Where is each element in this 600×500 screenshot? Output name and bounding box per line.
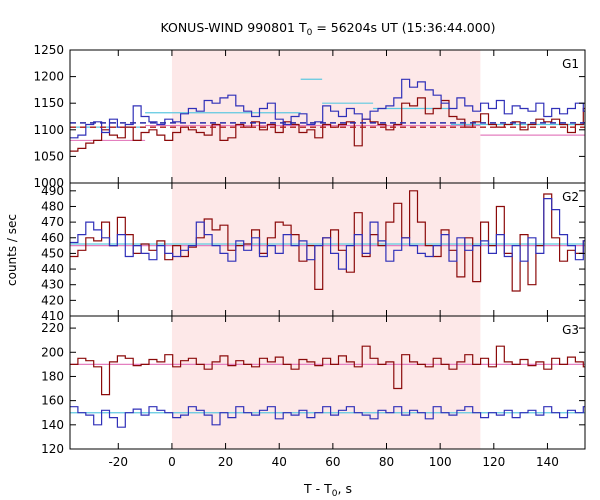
y-tick-label: 410 bbox=[41, 309, 64, 323]
series-line-blue bbox=[70, 406, 585, 428]
panel-content bbox=[70, 190, 585, 292]
y-tick-label: 430 bbox=[41, 278, 64, 292]
panels-group: 100010501100115012001250G141042043044045… bbox=[33, 43, 586, 469]
series-line-blue bbox=[70, 198, 585, 270]
chart-title: KONUS-WIND 990801 T0 = 56204s UT (15:36:… bbox=[160, 20, 495, 38]
y-tick-label: 160 bbox=[41, 394, 64, 408]
y-tick-label: 1000 bbox=[33, 176, 64, 190]
series-line-red bbox=[70, 97, 585, 152]
y-tick-label: 1100 bbox=[33, 123, 64, 137]
panel-content bbox=[70, 78, 585, 152]
y-tick-label: 1050 bbox=[33, 149, 64, 163]
panel-content bbox=[70, 345, 585, 428]
x-tick-label: 140 bbox=[536, 455, 559, 469]
y-tick-label: 440 bbox=[41, 262, 64, 276]
panel-frame bbox=[69, 315, 586, 450]
y-tick-label: 1200 bbox=[33, 70, 64, 84]
y-tick-label: 1150 bbox=[33, 96, 64, 110]
highlight-interval bbox=[171, 316, 481, 449]
y-tick-label: 140 bbox=[41, 418, 64, 432]
y-tick-label: 180 bbox=[41, 369, 64, 383]
y-tick-label: 480 bbox=[41, 199, 64, 213]
highlight-interval bbox=[171, 50, 481, 183]
panel-g3: 120 140 160 180 200 220 G3 bbox=[41, 315, 586, 456]
series-line-red bbox=[70, 345, 585, 396]
x-tick-label: 40 bbox=[272, 455, 287, 469]
x-tick-label: 80 bbox=[379, 455, 394, 469]
y-tick-label: 200 bbox=[41, 345, 64, 359]
panel-label: G1 bbox=[562, 57, 579, 71]
y-tick-label: 450 bbox=[41, 246, 64, 260]
highlight-interval bbox=[171, 183, 481, 316]
series-line-blue bbox=[70, 78, 585, 139]
y-tick-label: 120 bbox=[41, 442, 64, 456]
x-tick-label: 120 bbox=[482, 455, 505, 469]
y-tick-label: 490 bbox=[41, 184, 64, 198]
x-tick-label: 0 bbox=[168, 455, 176, 469]
y-tick-label: 470 bbox=[41, 215, 64, 229]
panel-label: G3 bbox=[562, 323, 579, 337]
y-tick-label: 460 bbox=[41, 231, 64, 245]
x-tick-label: 100 bbox=[429, 455, 452, 469]
panel-g1: 1000 1050 1100 1150 1200 1250 G1 bbox=[33, 43, 586, 190]
x-tick-label: 60 bbox=[325, 455, 340, 469]
y-tick-label: 1250 bbox=[33, 43, 64, 57]
x-axis-label: T - T0, s bbox=[303, 481, 352, 499]
x-tick-label: -20 bbox=[108, 455, 128, 469]
y-tick-label: 420 bbox=[41, 293, 64, 307]
y-tick-label: 220 bbox=[41, 321, 64, 335]
x-tick-label: 20 bbox=[218, 455, 233, 469]
y-axis-label: counts / sec bbox=[5, 214, 19, 286]
panel-label: G2 bbox=[562, 190, 579, 204]
